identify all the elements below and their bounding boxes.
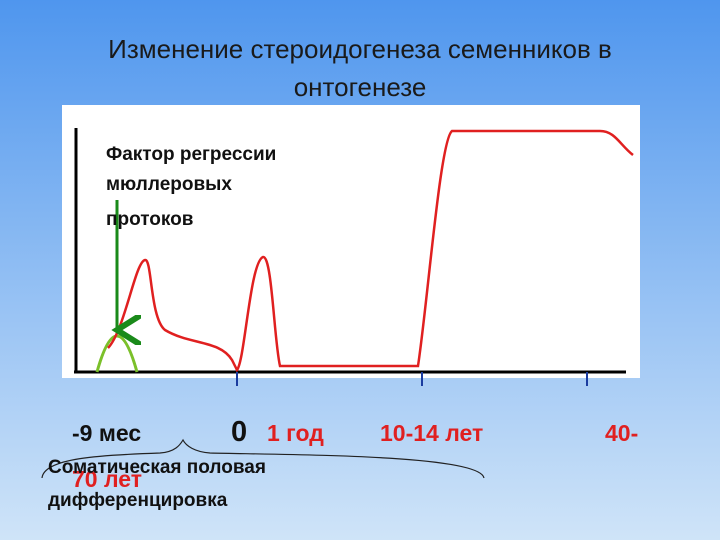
time-label: 10-14 лет: [380, 420, 483, 446]
annotation: Фактор регрессии: [106, 144, 276, 165]
plot-area: [62, 105, 640, 378]
time-label: 0: [231, 416, 247, 448]
steroid-curve: [107, 129, 634, 373]
time-label: -9 мес: [72, 420, 141, 446]
time-label: 70 лет: [72, 466, 142, 492]
bracket-label: Соматическая половая: [48, 457, 266, 478]
annotation: протоков: [106, 209, 193, 230]
title: онтогенезе: [294, 72, 427, 102]
axes: [74, 128, 626, 374]
bracket: [41, 438, 485, 479]
annotation: мюллеровых: [106, 174, 232, 195]
title: Изменение стероидогенеза семенников в: [108, 34, 612, 64]
bracket-label: дифференцировка: [48, 490, 228, 511]
time-label: 1 год: [267, 420, 324, 446]
time-label: 40-: [605, 420, 638, 446]
ticks: [236, 372, 588, 386]
